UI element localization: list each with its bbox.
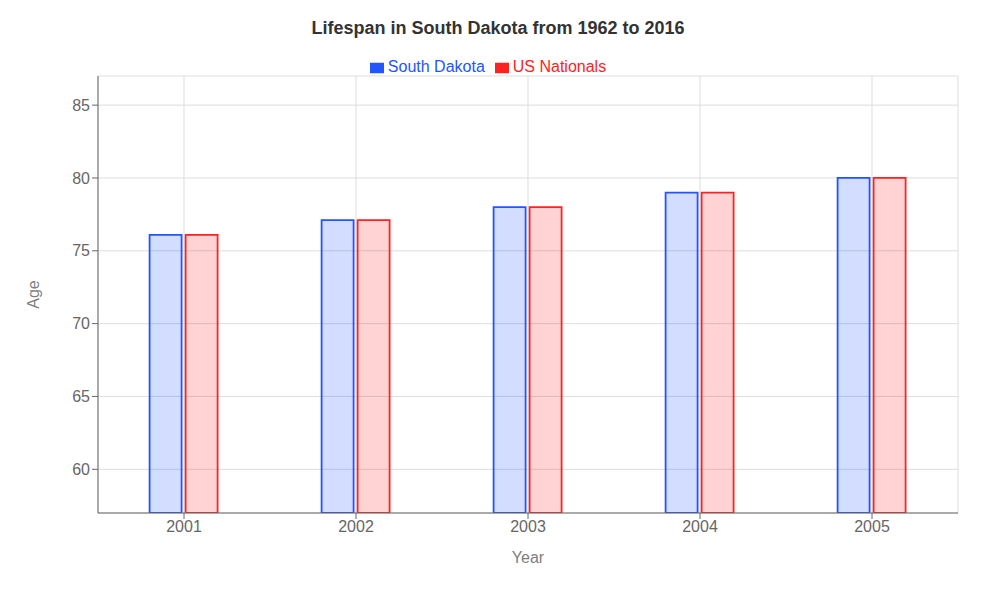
svg-text:2002: 2002 bbox=[338, 518, 374, 535]
svg-text:60: 60 bbox=[72, 461, 90, 478]
svg-text:2005: 2005 bbox=[854, 518, 890, 535]
html-text:Lifespan in South Dakota from: Lifespan in South Dakota from 1962 to 20… bbox=[311, 18, 685, 38]
svg-text:2003: 2003 bbox=[510, 518, 546, 535]
svg-text:2001: 2001 bbox=[166, 518, 202, 535]
svg-text:85: 85 bbox=[72, 97, 90, 114]
svg-text:2004: 2004 bbox=[682, 518, 718, 535]
svg-text:65: 65 bbox=[72, 388, 90, 405]
html-text:US Nationals: US Nationals bbox=[512, 58, 607, 75]
svg-text:80: 80 bbox=[72, 170, 90, 187]
svg-text:Year: Year bbox=[512, 549, 545, 566]
svg-text:Age: Age bbox=[25, 280, 42, 309]
svg-text:70: 70 bbox=[72, 315, 90, 332]
html-text:South Dakota: South Dakota bbox=[387, 58, 485, 75]
svg-text:75: 75 bbox=[72, 242, 90, 259]
